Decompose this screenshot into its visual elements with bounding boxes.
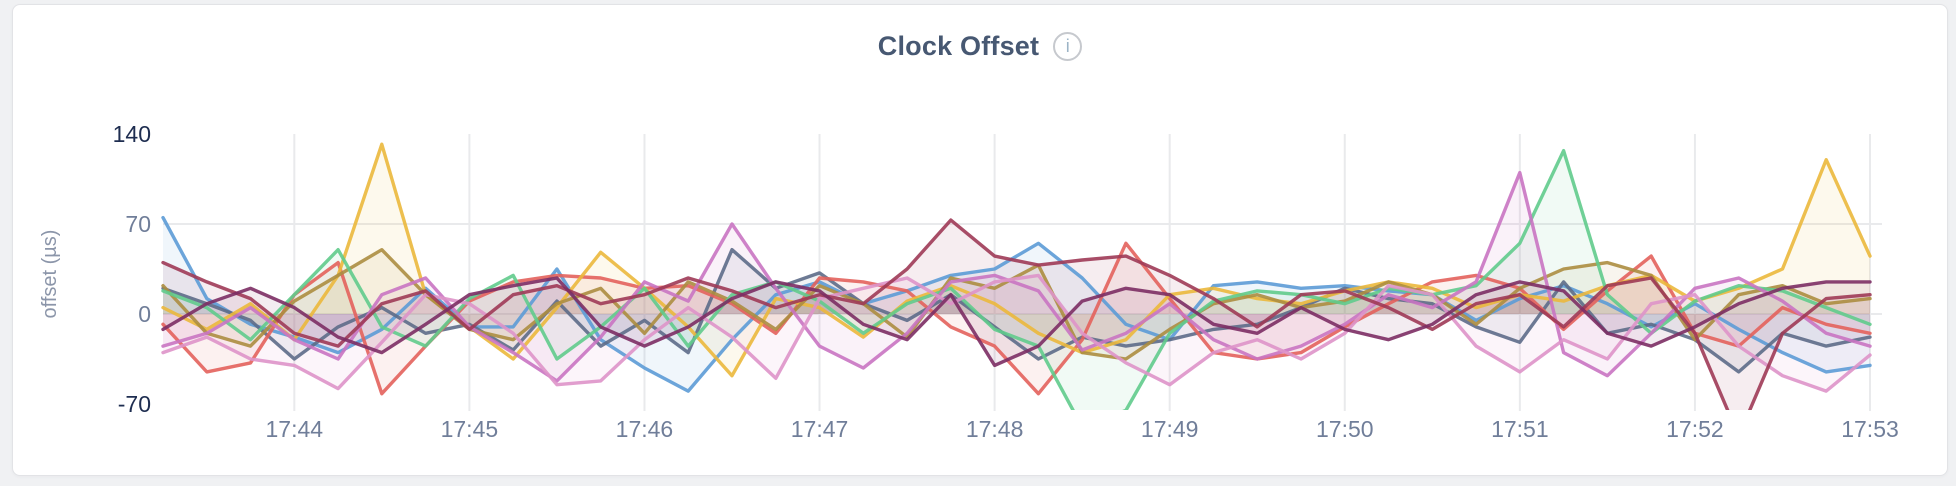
x-tick-label: 17:52 [1666,416,1724,442]
series-line-6 [161,149,1872,410]
x-tick-label: 17:47 [791,416,849,442]
x-tick-label: 17:44 [266,416,324,442]
series-area-1 [163,217,1870,392]
x-tick-label: 17:45 [441,416,499,442]
series-area-5 [163,249,1870,359]
y-axis-label: offset (µs) [39,230,61,319]
series-line-10 [161,276,1872,368]
series-area-8 [163,275,1870,392]
x-tick-label: 17:49 [1141,416,1199,442]
series-line-7 [161,170,1872,383]
y-tick-label: 140 [113,121,151,147]
series-area-7 [163,172,1870,381]
info-icon-glyph: i [1065,36,1070,56]
series-area-10 [163,278,1870,366]
y-axis-ticks: 140 70 0 -70 [113,121,151,417]
series-line-8 [161,273,1872,393]
chart-area: 140 70 0 -70 17:44 17:45 17:46 17:47 17:48 17:49 1… [13,69,1947,456]
chart-plot-hover-area[interactable] [163,134,1870,404]
x-axis-ticks: 17:44 17:45 17:46 17:47 17:48 17:49 17:50 17:51… [266,416,1899,442]
x-tick-label: 17:51 [1491,416,1549,442]
x-tick-label: 17:46 [616,416,674,442]
y-tick-label: 70 [125,211,151,237]
info-icon[interactable]: i [1053,31,1083,61]
x-tick-label: 17:50 [1316,416,1374,442]
series-lines [161,142,1872,410]
chart-header: Clock Offset i [13,5,1947,67]
x-tick-label: 17:48 [966,416,1024,442]
clock-offset-card: Clock Offset i 140 70 0 -70 17:44 17:45 17:46 1… [12,4,1948,476]
chart-title: Clock Offset [877,30,1040,61]
y-tick-label: -70 [118,391,151,417]
x-tick-label: 17:53 [1841,416,1899,442]
y-tick-label: 0 [138,301,151,327]
